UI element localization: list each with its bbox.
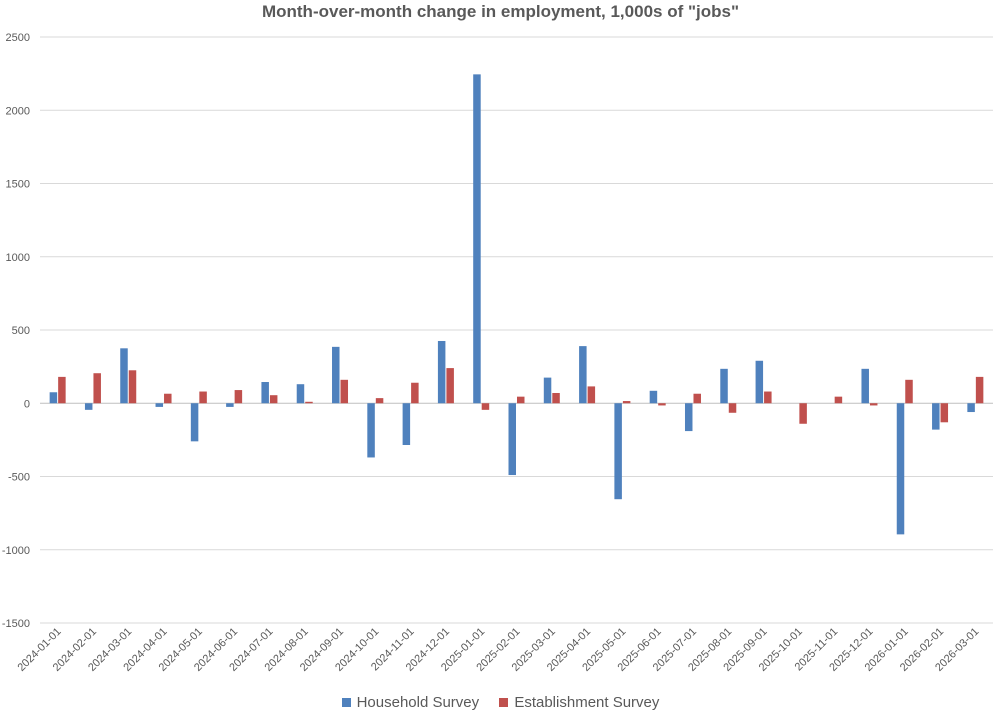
establishment-bar-2025-02-01 xyxy=(517,396,525,404)
establishment-bar-2024-09-01 xyxy=(340,379,349,404)
household-bar-2024-02-01 xyxy=(84,403,93,410)
y-axis-labels: 2500 2000 1500 1000 500 0 -500 -1000 -1500 xyxy=(2,32,30,630)
establishment-bar-2025-10-01 xyxy=(799,403,807,424)
establishment-bar-2025-03-01 xyxy=(552,392,560,404)
legend-item-establishment: Establishment Survey xyxy=(499,694,659,711)
establishment-bar-2024-11-01 xyxy=(411,382,419,404)
legend-label-household: Household Survey xyxy=(356,694,480,711)
legend: Household Survey Establishment Survey xyxy=(0,694,1001,711)
household-bar-2025-05-01 xyxy=(614,403,622,500)
establishment-bar-2024-01-01 xyxy=(58,376,66,404)
household-bar-2026-01-01 xyxy=(896,403,905,535)
y-tick-label: 1000 xyxy=(6,252,30,264)
household-bar-2025-07-01 xyxy=(684,403,693,432)
x-axis-labels: 2024-01-012024-02-012024-03-012024-04-01… xyxy=(15,626,981,674)
establishment-bar-2024-03-01 xyxy=(128,370,137,404)
establishment-bar-2024-07-01 xyxy=(269,395,278,404)
y-tick-label: -500 xyxy=(8,472,30,484)
legend-swatch-household xyxy=(341,698,351,707)
bars xyxy=(49,74,984,535)
establishment-bar-2024-02-01 xyxy=(93,373,101,404)
gridlines xyxy=(40,36,993,624)
legend-label-establishment: Establishment Survey xyxy=(514,694,660,711)
household-bar-2024-07-01 xyxy=(261,382,269,404)
establishment-bar-2025-06-01 xyxy=(658,403,666,406)
establishment-bar-2026-01-01 xyxy=(905,379,913,404)
establishment-bar-2024-04-01 xyxy=(164,393,172,404)
establishment-bar-2025-05-01 xyxy=(622,401,631,404)
household-bar-2025-01-01 xyxy=(473,74,481,404)
household-bar-2024-01-01 xyxy=(49,392,58,404)
establishment-bar-2025-01-01 xyxy=(481,403,490,410)
establishment-bar-2024-06-01 xyxy=(234,390,243,404)
y-tick-label: -1500 xyxy=(2,618,30,630)
household-bar-2025-12-01 xyxy=(861,368,869,404)
chart-title: Month-over-month change in employment, 1… xyxy=(261,2,740,21)
household-bar-2025-04-01 xyxy=(579,346,587,404)
household-bar-2024-11-01 xyxy=(402,403,411,446)
household-bar-2025-03-01 xyxy=(543,377,552,404)
establishment-bar-2025-11-01 xyxy=(834,396,843,404)
establishment-bar-2025-12-01 xyxy=(869,403,878,406)
y-tick-label: 2000 xyxy=(6,105,30,117)
establishment-bar-2025-07-01 xyxy=(693,393,701,404)
y-tick-label: 2500 xyxy=(6,32,30,44)
legend-item-household: Household Survey xyxy=(341,694,480,711)
establishment-bar-2026-02-01 xyxy=(940,403,949,423)
y-tick-label: 0 xyxy=(24,398,30,410)
household-bar-2024-08-01 xyxy=(296,384,305,404)
household-bar-2024-06-01 xyxy=(226,403,234,407)
household-bar-2024-12-01 xyxy=(437,340,446,404)
establishment-bar-2025-08-01 xyxy=(728,403,737,413)
household-bar-2025-08-01 xyxy=(720,368,728,404)
establishment-bar-2025-09-01 xyxy=(764,391,772,404)
establishment-bar-2024-12-01 xyxy=(446,368,454,404)
household-bar-2026-03-01 xyxy=(967,403,975,413)
household-bar-2024-04-01 xyxy=(155,403,164,407)
household-bar-2026-02-01 xyxy=(932,403,940,430)
household-bar-2024-09-01 xyxy=(332,346,340,404)
establishment-bar-2024-05-01 xyxy=(199,391,207,404)
household-bar-2025-09-01 xyxy=(755,360,764,404)
y-tick-label: -1000 xyxy=(2,545,30,557)
bar-chart: 2500 2000 1500 1000 500 0 -500 -1000 -1500 2024-… xyxy=(2,32,993,674)
household-bar-2024-03-01 xyxy=(120,348,128,404)
y-tick-label: 500 xyxy=(12,325,30,337)
establishment-bar-2025-04-01 xyxy=(587,386,596,404)
y-tick-label: 1500 xyxy=(6,179,30,191)
household-bar-2024-10-01 xyxy=(367,403,375,458)
household-bar-2025-06-01 xyxy=(649,390,658,404)
establishment-bar-2024-10-01 xyxy=(375,398,384,404)
legend-swatch-establishment xyxy=(499,698,509,707)
establishment-bar-2024-08-01 xyxy=(305,401,313,404)
household-bar-2024-05-01 xyxy=(190,403,199,442)
household-bar-2025-02-01 xyxy=(508,403,516,476)
establishment-bar-2026-03-01 xyxy=(975,376,984,404)
